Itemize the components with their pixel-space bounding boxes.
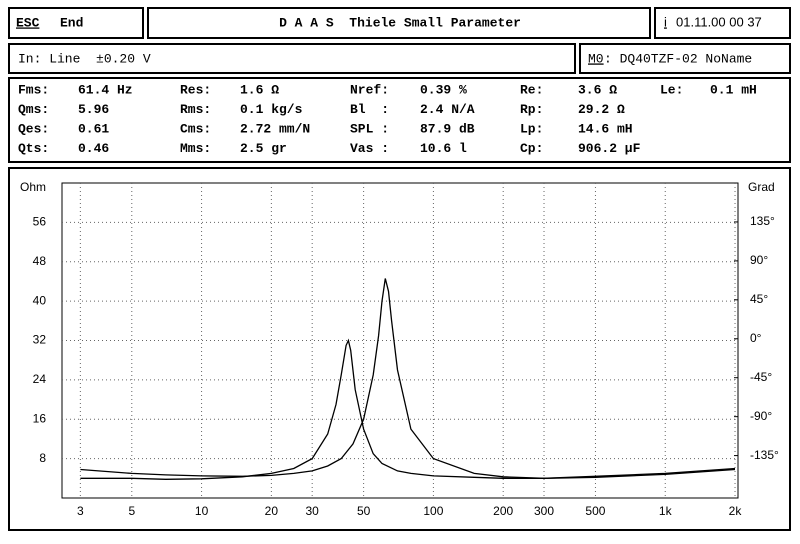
param-value: 87.9 dB xyxy=(420,121,475,136)
y2-tick-label: -90° xyxy=(750,409,772,423)
param-value: 0.1 kg/s xyxy=(240,102,303,117)
mode-key[interactable]: M0 xyxy=(588,51,604,66)
y2-tick-label: -135° xyxy=(750,448,779,462)
param-value: 2.4 N/A xyxy=(420,102,475,117)
param-value: 906.2 µF xyxy=(578,141,641,156)
x-tick-label: 20 xyxy=(265,504,279,518)
x-tick-label: 200 xyxy=(493,504,513,518)
params-box xyxy=(8,77,791,163)
param-label: Bl : xyxy=(350,102,389,117)
param-label: Cms: xyxy=(180,121,211,136)
param-value: 14.6 mH xyxy=(578,121,633,136)
info-box[interactable] xyxy=(654,7,791,39)
param-label: Le: xyxy=(660,82,683,97)
input: In: Line ±0.20 V xyxy=(18,51,151,66)
param-label: Rp: xyxy=(520,102,543,117)
y-tick-label: 56 xyxy=(33,215,47,229)
param-label: Vas : xyxy=(350,141,389,156)
param-label: Mms: xyxy=(180,141,211,156)
x-tick-label: 100 xyxy=(423,504,443,518)
model-box[interactable] xyxy=(579,43,791,74)
y2-tick-label: 135° xyxy=(750,214,775,228)
datetime: 01.11.00 00 37 xyxy=(676,14,762,29)
x-tick-label: 30 xyxy=(306,504,320,518)
param-value: 0.46 xyxy=(78,141,109,156)
esc-key[interactable]: ESC xyxy=(16,15,40,30)
param-value: 29.2 Ω xyxy=(578,102,625,117)
y2-tick-label: 0° xyxy=(750,331,762,345)
end-label[interactable]: End xyxy=(60,15,83,30)
param-label: Cp: xyxy=(520,141,543,156)
x-tick-label: 300 xyxy=(534,504,554,518)
y-tick-label: 8 xyxy=(39,451,46,465)
x-tick-label: 50 xyxy=(357,504,371,518)
y-tick-label: 40 xyxy=(33,293,47,307)
x-tick-label: 500 xyxy=(585,504,605,518)
param-value: 2.72 mm/N xyxy=(240,121,310,136)
param-value: 10.6 l xyxy=(420,141,467,156)
param-label: Res: xyxy=(180,82,211,97)
y2-tick-label: -45° xyxy=(750,370,772,384)
y-tick-label: 48 xyxy=(33,254,47,268)
x-tick-label: 2k xyxy=(729,504,743,518)
y2-axis-label: Grad xyxy=(748,180,775,194)
param-label: Qes: xyxy=(18,121,49,136)
y-axis-label: Ohm xyxy=(20,180,46,194)
x-tick-label: 3 xyxy=(77,504,84,518)
param-value: 3.6 Ω xyxy=(578,82,617,97)
title-box xyxy=(147,7,651,39)
param-label: Qts: xyxy=(18,141,49,156)
param-label: Lp: xyxy=(520,121,543,136)
x-tick-label: 1k xyxy=(659,504,673,518)
param-label: SPL : xyxy=(350,121,389,136)
info-key[interactable]: i xyxy=(664,14,667,29)
param-value: 0.1 mH xyxy=(710,82,757,97)
title: D A A S Thiele Small Parameter xyxy=(279,15,521,30)
param-value: 1.6 Ω xyxy=(240,82,279,97)
x-tick-label: 10 xyxy=(195,504,209,518)
param-label: Rms: xyxy=(180,102,211,117)
esc-box[interactable] xyxy=(8,7,144,39)
x-tick-label: 5 xyxy=(128,504,135,518)
param-value: 0.39 % xyxy=(420,82,467,97)
param-label: Nref: xyxy=(350,82,389,97)
param-label: Fms: xyxy=(18,82,49,97)
y-tick-label: 24 xyxy=(33,372,47,386)
input-box xyxy=(8,43,576,74)
y-tick-label: 16 xyxy=(33,411,47,425)
chart-box xyxy=(8,167,791,531)
param-value: 61.4 Hz xyxy=(78,82,133,97)
param-value: 5.96 xyxy=(78,102,109,117)
model: : DQ40TZF-02 NoName xyxy=(604,51,752,66)
param-label: Re: xyxy=(520,82,543,97)
param-value: 2.5 gr xyxy=(240,141,287,156)
y2-tick-label: 45° xyxy=(750,292,768,306)
param-label: Qms: xyxy=(18,102,49,117)
y-tick-label: 32 xyxy=(33,333,47,347)
impedance-curve xyxy=(80,278,736,479)
param-value: 0.61 xyxy=(78,121,109,136)
y2-tick-label: 90° xyxy=(750,253,768,267)
